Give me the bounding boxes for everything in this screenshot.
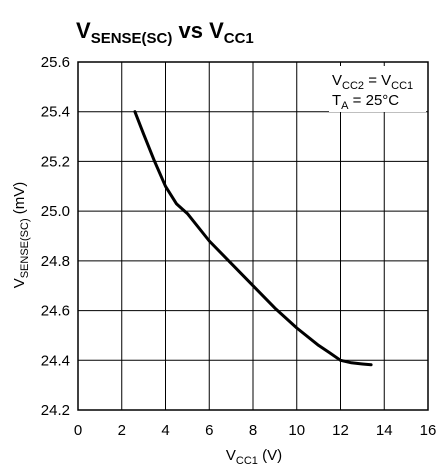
y-tick-label: 25.2 bbox=[41, 153, 70, 170]
x-axis-label: VCC1 (V) bbox=[226, 447, 282, 466]
y-tick-label: 24.6 bbox=[41, 303, 70, 320]
annotation-vcc2: VCC2 = VCC1 bbox=[332, 72, 413, 92]
x-tick-label: 8 bbox=[249, 422, 257, 439]
y-axis-ticks: 24.2 24.4 24.6 24.8 25.0 25.2 25.4 25.6 bbox=[41, 54, 70, 419]
x-axis-ticks: 0 2 4 6 8 10 12 14 16 bbox=[74, 422, 437, 439]
y-tick-label: 24.8 bbox=[41, 253, 70, 270]
y-tick-label: 24.2 bbox=[41, 402, 70, 419]
x-tick-label: 2 bbox=[118, 422, 126, 439]
series-line bbox=[133, 110, 373, 367]
x-tick-label: 10 bbox=[288, 422, 305, 439]
annotation-box bbox=[329, 66, 426, 112]
y-tick-label: 25.4 bbox=[41, 104, 70, 121]
y-tick-label: 24.4 bbox=[41, 352, 70, 369]
plot-frame bbox=[77, 61, 429, 411]
y-tick-label: 25.0 bbox=[41, 203, 70, 220]
y-axis-label: VSENSE(SC) (mV) bbox=[11, 182, 31, 289]
x-tick-label: 14 bbox=[376, 422, 393, 439]
grid bbox=[77, 61, 429, 411]
x-tick-label: 0 bbox=[74, 422, 82, 439]
x-tick-label: 4 bbox=[161, 422, 169, 439]
x-tick-label: 6 bbox=[205, 422, 213, 439]
x-tick-label: 16 bbox=[420, 422, 437, 439]
x-tick-label: 12 bbox=[332, 422, 349, 439]
chart-title: VSENSE(SC) vs VCC1 bbox=[76, 18, 254, 47]
annotation-ta: TA = 25°C bbox=[332, 92, 399, 112]
y-tick-label: 25.6 bbox=[41, 54, 70, 71]
